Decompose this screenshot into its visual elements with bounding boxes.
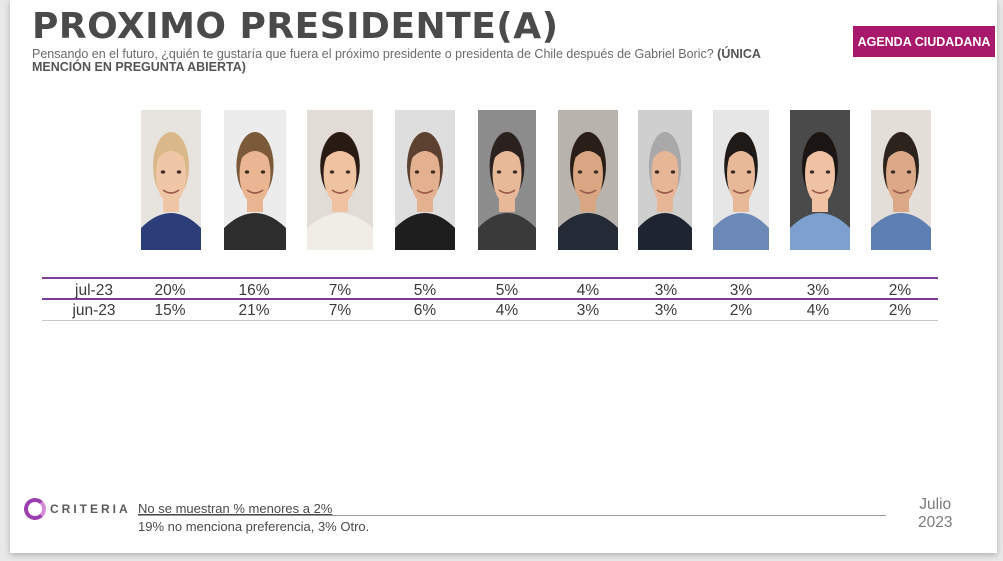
question-note: (ÚNICA MENCIÓN EN PREGUNTA ABIERTA)	[32, 47, 761, 74]
value-cell: 20%	[154, 282, 186, 299]
candidate-photo	[395, 110, 455, 250]
footnote-preference: 19% no menciona preferencia, 3% Otro.	[138, 519, 370, 534]
candidate-photo	[713, 110, 769, 250]
row-label: jun-23	[72, 302, 116, 319]
value-cell: 4%	[806, 302, 830, 319]
question-body: Pensando en el futuro, ¿quién te gustarí…	[32, 47, 714, 61]
report-date: Julio 2023	[918, 496, 952, 532]
candidate-photo	[224, 110, 286, 250]
value-cell: 5%	[495, 282, 519, 299]
value-cell: 6%	[413, 302, 437, 319]
value-cell: 3%	[576, 302, 600, 319]
candidate-photo	[638, 110, 692, 250]
value-cell: 3%	[654, 302, 678, 319]
footer-divider	[138, 515, 886, 516]
slide: PROXIMO PRESIDENTE(A) Pensando en el fut…	[10, 0, 997, 553]
candidate-photo	[790, 110, 850, 250]
value-cell: 3%	[654, 282, 678, 299]
value-cell: 3%	[806, 282, 830, 299]
candidate-photo	[871, 110, 931, 250]
table-rule-bottom	[42, 320, 938, 321]
value-cell: 2%	[888, 302, 912, 319]
value-cell: 2%	[729, 302, 753, 319]
candidate-photo	[558, 110, 618, 250]
page-title: PROXIMO PRESIDENTE(A)	[32, 6, 559, 47]
value-cell: 5%	[413, 282, 437, 299]
value-cell: 15%	[154, 302, 186, 319]
value-cell: 2%	[888, 282, 912, 299]
value-cell: 7%	[328, 302, 352, 319]
candidate-photo	[141, 110, 201, 250]
row-label: jul-23	[75, 282, 113, 299]
footnote-threshold: No se muestran % menores a 2%	[138, 501, 333, 516]
logo-brand: CRITERIA	[50, 502, 131, 516]
value-cell: 4%	[576, 282, 600, 299]
value-cell: 21%	[238, 302, 270, 319]
table-row: jul-23 20% 16% 7% 5% 5% 4% 3% 3% 3% 2%	[42, 282, 938, 300]
candidate-photo	[478, 110, 536, 250]
table-row: jun-23 15% 21% 7% 6% 4% 3% 3% 2% 4% 2%	[42, 302, 938, 320]
table-rule-middle	[42, 298, 938, 300]
candidate-photo	[307, 110, 373, 250]
value-cell: 16%	[238, 282, 270, 299]
report-month: Julio	[919, 496, 952, 513]
value-cell: 3%	[729, 282, 753, 299]
criteria-logo: CRITERIA	[24, 498, 131, 520]
logo-ring-icon	[24, 498, 46, 520]
report-year: 2023	[918, 514, 953, 531]
table-rule-top	[42, 277, 938, 279]
value-cell: 7%	[328, 282, 352, 299]
question-text: Pensando en el futuro, ¿quién te gustarí…	[32, 48, 762, 74]
agenda-badge: AGENDA CIUDADANA	[853, 26, 995, 57]
value-cell: 4%	[495, 302, 519, 319]
